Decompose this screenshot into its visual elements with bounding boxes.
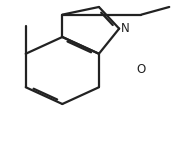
Text: N: N	[121, 22, 130, 35]
Text: O: O	[137, 63, 146, 76]
